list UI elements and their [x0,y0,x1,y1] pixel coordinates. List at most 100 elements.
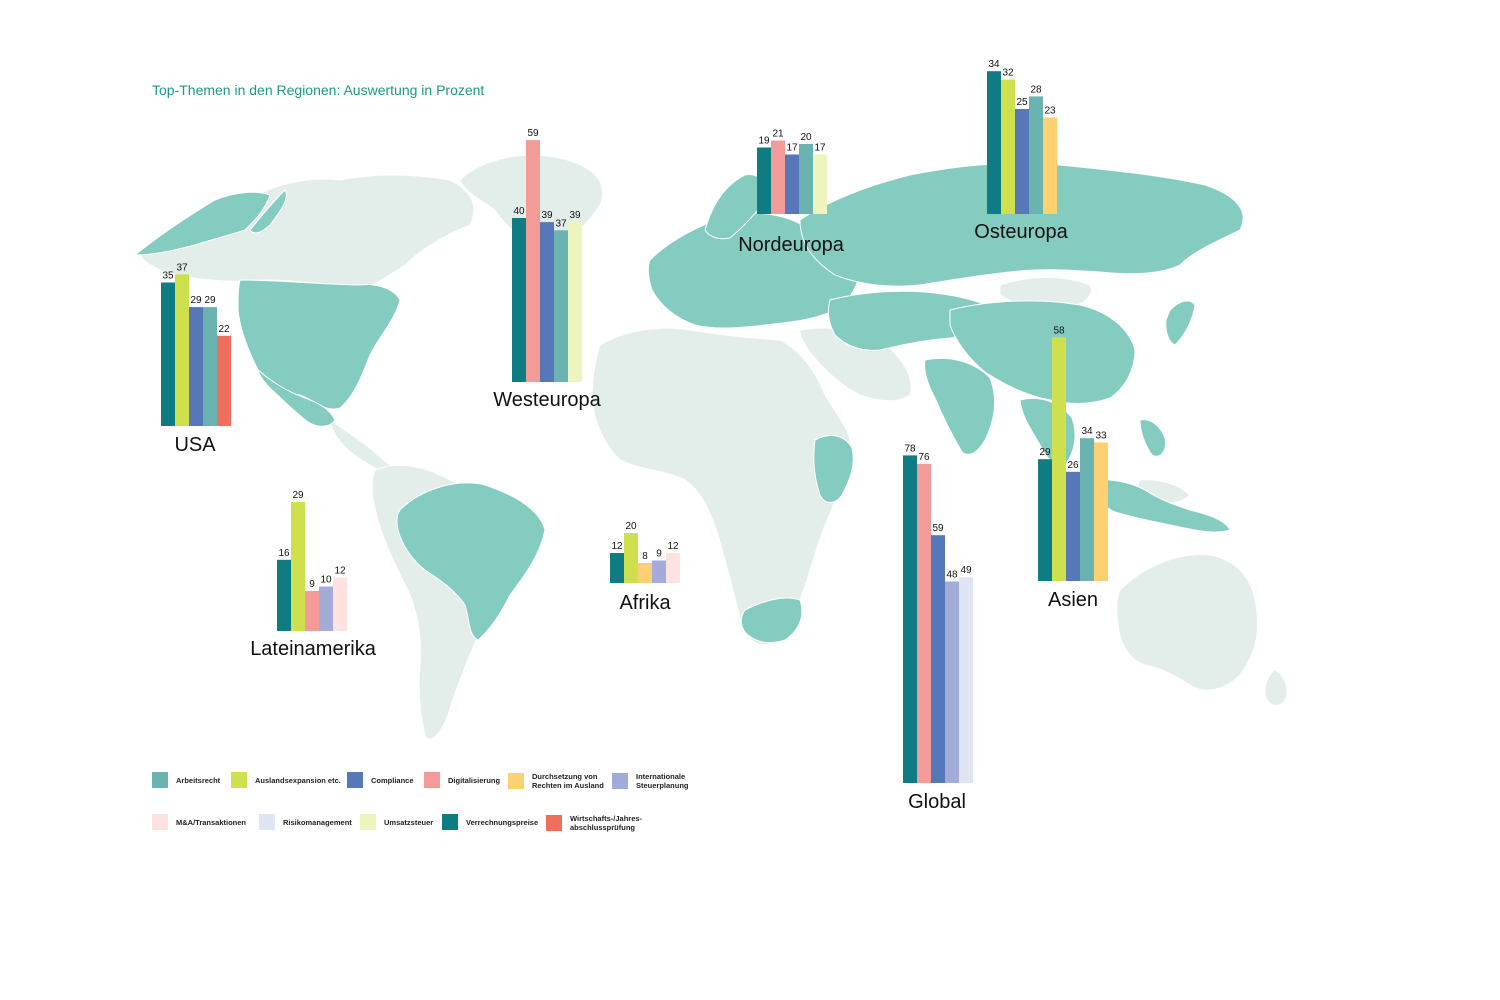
data-label-usa-0: 35 [162,271,174,282]
data-label-usa-2: 29 [190,295,202,306]
map-alaska [133,191,271,256]
data-label-global-0: 78 [904,443,916,454]
region-label-usa: USA [174,434,216,456]
bar-afrika-2 [638,563,652,583]
bar-westeuropa-3 [554,230,568,382]
bar-usa-2 [189,307,203,426]
bar-usa-3 [203,307,217,426]
map-brazil [396,482,546,641]
bar-westeuropa-0 [512,218,526,382]
data-label-westeuropa-1: 59 [527,128,539,139]
map-russia [799,162,1244,287]
data-label-westeuropa-4: 39 [569,210,581,221]
map-east-africa [813,435,854,503]
data-label-westeuropa-3: 37 [555,218,567,229]
map-canada [139,174,475,291]
data-label-asien-0: 29 [1039,447,1051,458]
data-label-usa-3: 29 [204,295,216,306]
bar-global-0 [903,455,917,783]
map-arctic-canada [249,189,287,234]
data-label-lateinamerika-1: 29 [292,490,304,501]
bar-usa-0 [161,282,175,426]
data-label-nordeuropa-3: 20 [800,132,812,143]
region-label-nordeuropa: Nordeuropa [738,234,845,256]
bar-lateinamerika-4 [333,577,347,631]
data-label-osteuropa-1: 32 [1002,68,1014,79]
map-central-asia [827,290,996,351]
region-label-afrika: Afrika [619,592,671,614]
bar-lateinamerika-1 [291,501,305,631]
data-label-osteuropa-4: 23 [1044,105,1056,116]
bar-nordeuropa-2 [785,154,799,214]
map-mexico [257,368,336,427]
bar-nordeuropa-1 [771,140,785,214]
bar-asien-4 [1094,442,1108,581]
data-label-afrika-4: 12 [667,541,679,552]
data-label-westeuropa-2: 39 [541,210,553,221]
data-label-afrika-3: 9 [656,549,662,560]
data-label-nordeuropa-0: 19 [758,136,770,147]
map-south-africa [740,597,803,644]
data-label-asien-2: 26 [1067,460,1079,471]
data-label-usa-1: 37 [176,262,188,273]
data-label-global-3: 48 [946,569,958,580]
bar-global-4 [959,577,973,783]
bar-asien-2 [1066,471,1080,581]
map-china [949,300,1136,404]
bar-westeuropa-2 [540,222,554,382]
bar-westeuropa-4 [568,222,582,382]
bar-afrika-3 [652,560,666,583]
map-new-zealand [1264,669,1288,706]
data-label-asien-3: 34 [1081,426,1093,437]
data-label-lateinamerika-2: 9 [309,579,315,590]
data-label-afrika-1: 20 [625,521,637,532]
map-philippines [1139,419,1167,457]
map-indonesia [1089,479,1231,533]
data-label-lateinamerika-0: 16 [278,548,290,559]
data-label-westeuropa-0: 40 [513,206,525,217]
bar-asien-0 [1038,459,1052,581]
bar-osteuropa-0 [987,71,1001,214]
map-australia [1116,554,1259,691]
bar-asien-1 [1052,337,1066,581]
data-label-osteuropa-2: 25 [1016,97,1028,108]
bar-usa-4 [217,335,231,426]
data-label-global-2: 59 [932,523,944,534]
map-india [924,357,995,455]
bar-nordeuropa-4 [813,154,827,214]
region-label-lateinamerika: Lateinamerika [250,638,377,660]
data-label-nordeuropa-2: 17 [786,143,798,154]
data-label-global-4: 49 [960,565,972,576]
bar-lateinamerika-3 [319,586,333,631]
data-label-osteuropa-0: 34 [988,59,1000,70]
data-label-osteuropa-3: 28 [1030,84,1042,95]
bar-osteuropa-4 [1043,117,1057,214]
bar-global-2 [931,535,945,783]
map-japan [1165,300,1196,346]
region-label-osteuropa: Osteuropa [974,221,1068,243]
bar-osteuropa-2 [1015,109,1029,214]
data-label-lateinamerika-3: 10 [320,575,332,586]
bar-usa-1 [175,274,189,426]
bar-westeuropa-1 [526,140,540,382]
bar-nordeuropa-0 [757,147,771,214]
bar-lateinamerika-2 [305,590,319,631]
data-label-global-1: 76 [918,452,930,463]
bar-lateinamerika-0 [277,559,291,631]
data-label-nordeuropa-1: 21 [772,129,784,140]
region-label-asien: Asien [1048,589,1098,611]
data-label-asien-4: 33 [1095,430,1107,441]
data-label-asien-1: 58 [1053,325,1065,336]
bar-osteuropa-1 [1001,79,1015,214]
chart-title: Top-Themen in den Regionen: Auswertung i… [152,82,485,98]
bar-nordeuropa-3 [799,144,813,214]
